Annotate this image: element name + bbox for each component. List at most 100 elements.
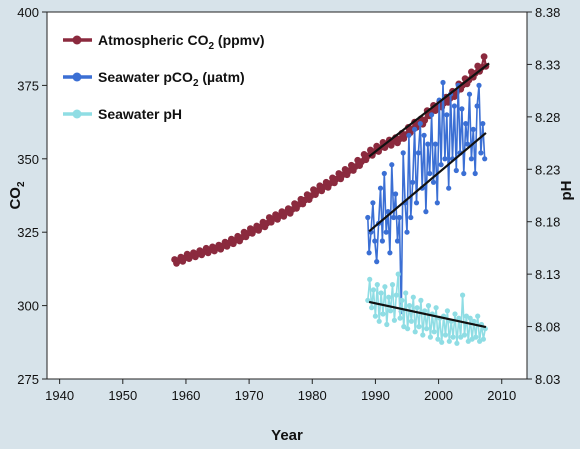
data-point: [367, 276, 373, 282]
data-point: [467, 315, 473, 321]
legend: Atmospheric CO2 (ppmv) Seawater pCO2 (µat…: [63, 32, 265, 122]
data-point: [480, 53, 488, 60]
y-right-tick-label: 8.13: [535, 267, 560, 282]
data-point: [451, 103, 457, 109]
legend-item: Seawater pH: [63, 106, 182, 122]
data-point: [465, 141, 471, 147]
data-point: [439, 339, 445, 345]
data-point: [433, 305, 439, 311]
data-point: [406, 303, 413, 309]
data-point: [379, 238, 385, 244]
data-point: [450, 334, 456, 340]
data-point: [408, 214, 414, 221]
data-point: [397, 315, 403, 321]
data-point: [393, 191, 399, 197]
data-point: [372, 238, 378, 244]
legend-item: Seawater pCO2 (µatm): [63, 69, 245, 89]
data-point: [463, 121, 469, 127]
data-point: [465, 338, 471, 344]
data-point: [425, 141, 431, 147]
data-point: [423, 209, 429, 215]
data-point: [394, 238, 401, 244]
x-tick-label: 2000: [424, 388, 453, 403]
data-point: [391, 317, 397, 323]
data-point: [452, 311, 458, 317]
data-point: [412, 126, 418, 132]
data-point: [393, 292, 399, 298]
data-point: [446, 338, 452, 344]
data-point: [460, 292, 466, 298]
tick-marks: [42, 11, 532, 384]
trend-lines: [368, 62, 490, 329]
y-left-tick-label: 400: [17, 5, 39, 20]
y-right-tick-label: 8.28: [535, 110, 560, 125]
data-point: [380, 311, 386, 317]
data-point: [440, 79, 446, 86]
trend-line: [368, 132, 487, 233]
data-point: [444, 112, 450, 118]
y-left-tick-label: 275: [17, 372, 39, 387]
data-point: [421, 132, 427, 138]
data-point: [377, 185, 384, 191]
data-point: [480, 336, 486, 342]
x-tick-label: 1970: [235, 388, 264, 403]
data-point: [401, 324, 407, 330]
y-left-tick-label: 300: [17, 299, 39, 314]
data-point: [404, 229, 410, 235]
data-point: [418, 297, 424, 303]
data-point: [466, 91, 473, 97]
data-point: [386, 294, 392, 300]
legend-marker: [72, 109, 82, 119]
series-layer: [171, 53, 490, 346]
data-point: [475, 313, 481, 319]
data-point: [406, 132, 412, 138]
data-point: [421, 116, 429, 124]
x-tick-label: 1990: [361, 388, 390, 403]
data-point: [395, 271, 401, 277]
data-point: [413, 200, 420, 206]
data-point: [374, 282, 380, 288]
data-point: [414, 305, 420, 311]
data-point: [405, 326, 411, 332]
data-point: [374, 259, 380, 265]
data-point: [369, 305, 375, 311]
y-right-tick-label: 8.08: [535, 320, 560, 335]
data-point: [387, 250, 393, 256]
y-left-tick-label: 375: [17, 78, 39, 93]
data-point: [477, 338, 483, 344]
data-point: [472, 170, 478, 177]
data-point: [384, 321, 390, 328]
data-point: [482, 156, 488, 162]
data-point: [366, 250, 372, 256]
data-point: [370, 287, 377, 293]
data-point: [389, 282, 396, 288]
data-point: [438, 162, 444, 168]
data-point: [417, 121, 423, 127]
data-point: [410, 179, 416, 185]
data-point: [468, 156, 474, 162]
data-point: [427, 170, 433, 177]
data-point: [456, 315, 462, 321]
data-point: [458, 334, 464, 340]
data-point: [430, 179, 437, 185]
data-point: [454, 340, 460, 346]
trend-line: [368, 300, 487, 329]
data-point: [416, 324, 422, 330]
data-point: [403, 290, 409, 296]
trend-line: [368, 62, 490, 158]
x-tick-label: 1960: [171, 388, 200, 403]
data-point: [389, 162, 395, 168]
data-point: [381, 170, 387, 177]
data-point: [471, 318, 477, 324]
series-2: [365, 271, 488, 346]
data-point: [388, 308, 394, 314]
data-point: [391, 214, 397, 221]
data-point: [435, 336, 441, 342]
data-point: [365, 214, 371, 221]
data-point: [383, 229, 389, 235]
data-point: [432, 141, 438, 147]
legend-marker: [72, 72, 82, 82]
x-tick-label: 1950: [108, 388, 137, 403]
data-point: [473, 334, 479, 340]
data-point: [429, 112, 435, 118]
